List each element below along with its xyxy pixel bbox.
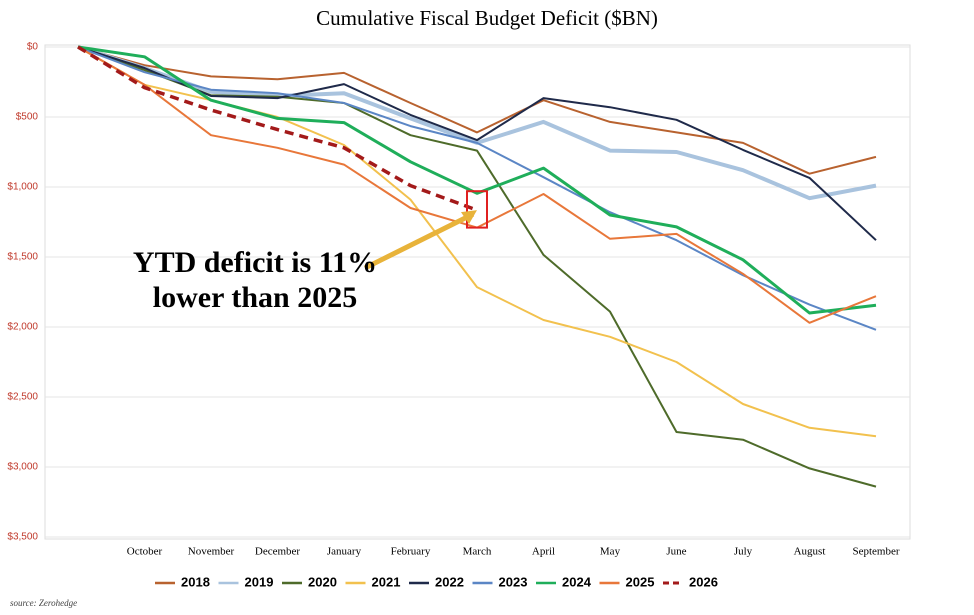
legend-label: 2024 — [562, 574, 592, 589]
plot-frame — [44, 44, 911, 540]
x-tick-label: May — [600, 546, 621, 558]
chart-title: Cumulative Fiscal Budget Deficit ($BN) — [316, 6, 658, 30]
x-tick-label: February — [391, 546, 431, 558]
y-tick-label: $3,500 — [7, 532, 38, 543]
x-tick-label: June — [666, 546, 686, 558]
series-line — [77, 46, 877, 438]
annotation: YTD deficit is 11% — [133, 246, 377, 279]
highlight-box — [466, 190, 488, 229]
series-line — [77, 45, 478, 212]
arrow — [363, 211, 475, 271]
x-tick-label: September — [852, 546, 899, 558]
series-line — [77, 46, 877, 331]
y-tick-label: $2,000 — [7, 322, 38, 333]
y-tick-label: $1,000 — [7, 182, 38, 193]
x-tick-label: April — [532, 546, 555, 558]
y-tick-label: $3,000 — [7, 462, 38, 473]
legend-label: 2026 — [689, 574, 718, 589]
x-tick-label: January — [327, 546, 362, 558]
legend-label: 2022 — [435, 574, 464, 589]
annotation: lower than 2025 — [153, 281, 357, 314]
arrow-head — [461, 210, 477, 225]
legend-label: 2023 — [499, 574, 528, 589]
series-line — [77, 45, 877, 201]
x-tick-label: December — [255, 546, 301, 558]
x-tick-label: March — [463, 546, 492, 558]
x-tick-label: July — [734, 546, 753, 558]
series-line — [77, 46, 877, 175]
x-tick-label: August — [794, 546, 826, 558]
y-tick-label: $1,500 — [7, 252, 38, 263]
y-tick-label: $0 — [27, 42, 39, 53]
x-tick-label: November — [188, 546, 235, 558]
x-tick-label: October — [127, 546, 163, 558]
legend-label: 2019 — [245, 574, 274, 589]
y-tick-label: $2,500 — [7, 392, 38, 403]
legend-label: 2025 — [626, 574, 655, 589]
source-note: source: Zerohedge — [10, 598, 77, 608]
y-tick-label: $500 — [16, 112, 39, 123]
legend-label: 2018 — [181, 574, 210, 589]
series-line — [77, 45, 877, 315]
legend-label: 2021 — [372, 574, 401, 589]
legend-label: 2020 — [308, 574, 337, 589]
series-line — [77, 46, 877, 241]
